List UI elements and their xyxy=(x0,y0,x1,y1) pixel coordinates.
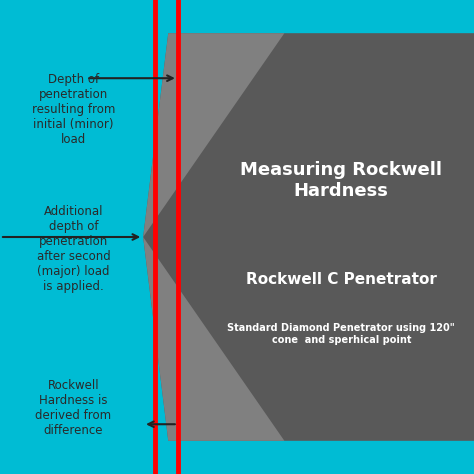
Text: Measuring Rockwell
Hardness: Measuring Rockwell Hardness xyxy=(240,161,442,200)
Polygon shape xyxy=(143,33,474,441)
Text: Depth of
penetration
resulting from
initial (minor)
load: Depth of penetration resulting from init… xyxy=(32,73,115,146)
Polygon shape xyxy=(143,237,284,441)
Text: Additional
depth of
penetration
after second
(major) load
is applied.: Additional depth of penetration after se… xyxy=(36,205,110,293)
Text: Rockwell
Hardness is
derived from
difference: Rockwell Hardness is derived from differ… xyxy=(36,379,111,437)
Polygon shape xyxy=(143,33,284,237)
Text: Rockwell C Penetrator: Rockwell C Penetrator xyxy=(246,272,437,287)
Text: Standard Diamond Penetrator using 120"
cone  and sperhical point: Standard Diamond Penetrator using 120" c… xyxy=(228,323,455,345)
